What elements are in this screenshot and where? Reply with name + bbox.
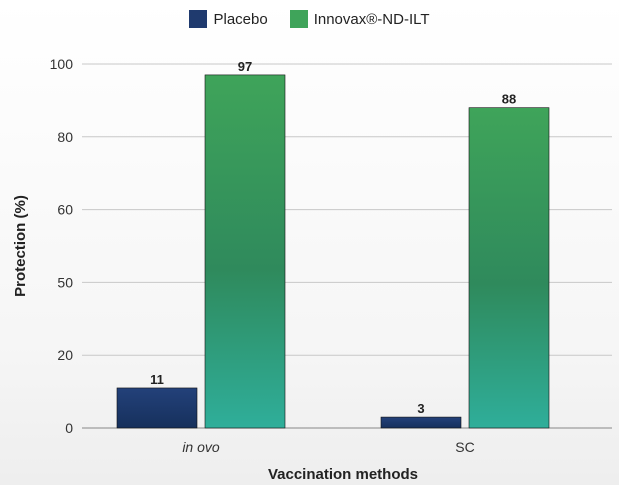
y-axis-label: Protection (%) (12, 195, 29, 297)
x-tick-label: SC (455, 439, 474, 455)
legend-label-placebo: Placebo (213, 10, 268, 28)
legend-swatch-placebo (189, 10, 208, 28)
bar-innovax-1 (468, 107, 550, 429)
chart-labels: 100 80 60 50 20 0 11 97 in ovo 3 88 SC Vaccination m… (12, 56, 516, 483)
bar-innovax-0 (204, 74, 286, 429)
x-axis-label: Vaccination methods (268, 466, 418, 483)
data-label: 88 (502, 92, 516, 107)
x-tick-label: in ovo (182, 439, 220, 455)
bar-placebo-1 (380, 416, 462, 429)
data-label: 11 (150, 372, 164, 387)
y-tick-label: 0 (65, 420, 73, 436)
legend-swatch-innovax (289, 10, 308, 28)
legend: Placebo Innovax®-ND-ILT (0, 10, 619, 28)
y-tick-label: 20 (57, 347, 73, 363)
legend-label-innovax: Innovax®-ND-ILT (313, 10, 430, 28)
bar-placebo-0 (116, 387, 198, 429)
y-tick-label: 60 (57, 202, 73, 218)
y-tick-label: 50 (57, 274, 73, 290)
y-tick-label: 100 (50, 56, 74, 72)
bars (116, 74, 550, 429)
data-label: 3 (417, 401, 424, 416)
legend-item-innovax: Innovax®-ND-ILT (289, 10, 430, 28)
legend-item-placebo: Placebo (189, 10, 268, 28)
data-label: 97 (238, 59, 252, 74)
y-tick-label: 80 (57, 129, 73, 145)
